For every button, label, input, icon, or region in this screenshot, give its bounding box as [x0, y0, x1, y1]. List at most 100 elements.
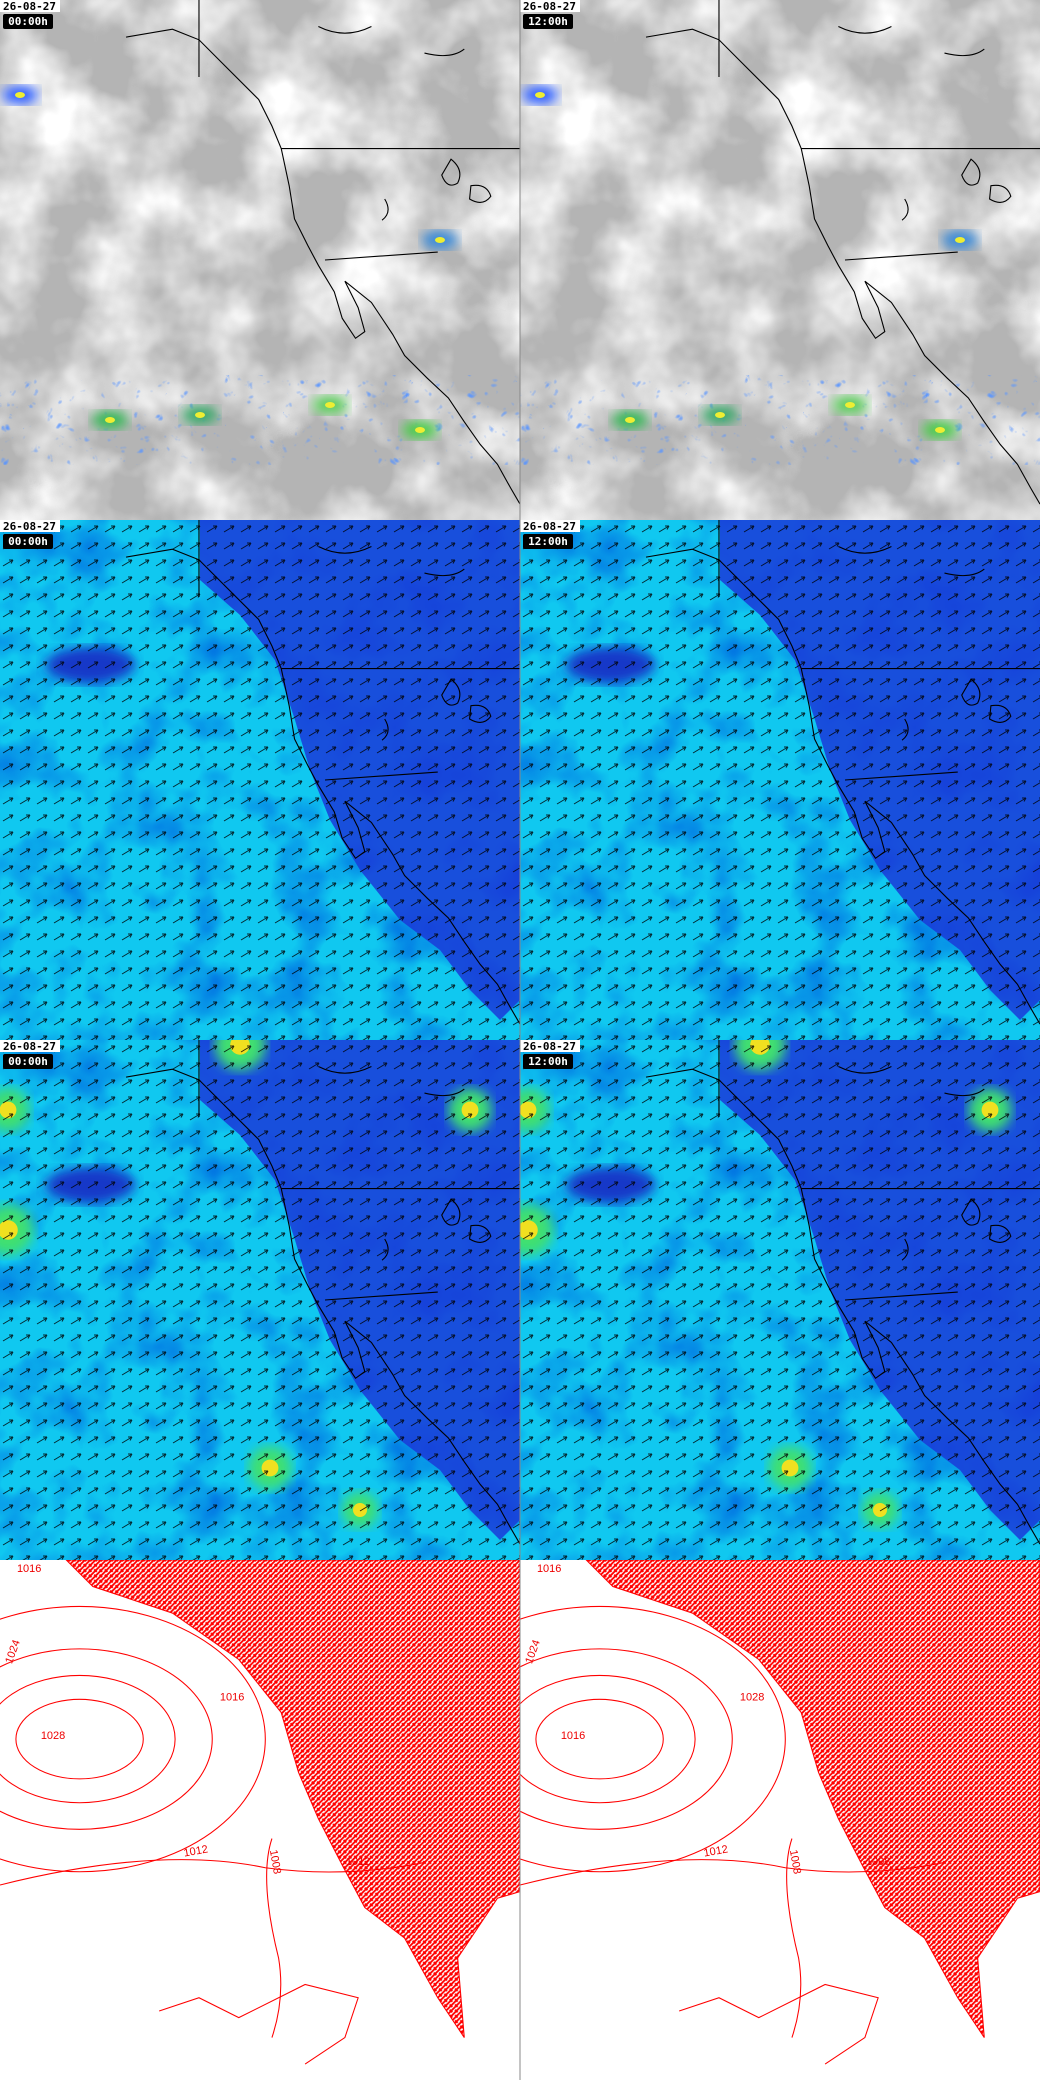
map-panel: 26-08-27 12:00h — [520, 520, 1040, 1040]
date-box — [520, 520, 580, 532]
date-box — [520, 0, 580, 12]
isobar-label: 1028 — [41, 1730, 65, 1742]
precip-core — [105, 417, 115, 423]
isobar-label: 1016 — [17, 1563, 41, 1575]
coastline — [645, 1068, 1040, 1545]
wind-arrows — [0, 1040, 520, 1560]
precip-band — [0, 86, 520, 465]
border — [198, 0, 520, 261]
lakes — [318, 1066, 492, 1261]
precip — [520, 375, 1040, 465]
time-box — [523, 1054, 573, 1069]
wind-arrows — [0, 520, 520, 1040]
land-contours — [585, 1560, 1040, 2038]
lakes — [838, 26, 1012, 221]
time-label: 00:00h — [8, 15, 48, 28]
isobar-lines — [0, 1560, 520, 2065]
map-panel: 26-08-27 00:00h — [0, 520, 520, 1040]
isobar — [520, 1674, 696, 1804]
coastlines — [125, 1040, 520, 1545]
lakes — [838, 546, 1012, 741]
coastline — [125, 1068, 520, 1545]
precip-core — [415, 427, 425, 433]
precip-core — [935, 427, 945, 433]
isobar — [0, 1648, 213, 1830]
precip-core — [625, 417, 635, 423]
lakes — [318, 546, 492, 741]
isobar-label: 1028 — [740, 1692, 764, 1704]
precip-core — [435, 237, 445, 243]
wind-arrows — [520, 1040, 1040, 1560]
isobar — [0, 1605, 266, 1873]
date-label: 26-08-27 — [3, 1040, 56, 1053]
isobar — [786, 1838, 802, 2038]
date-box — [520, 1040, 580, 1052]
isobar — [159, 1983, 359, 2065]
isobar — [520, 1859, 945, 1886]
date-label: 26-08-27 — [3, 0, 56, 13]
isobar — [520, 1605, 786, 1873]
land-contours — [65, 1560, 520, 2038]
border — [718, 0, 1040, 261]
date-label: 26-08-27 — [3, 520, 56, 533]
isobar-label: 1016 — [561, 1730, 585, 1742]
date-box — [0, 0, 60, 12]
lakes — [318, 26, 492, 221]
coastlines — [645, 520, 1040, 1025]
isobar-label: 1008 — [267, 1849, 283, 1875]
precip-core — [715, 412, 725, 418]
lakes — [838, 1066, 1012, 1261]
isobar-lines — [520, 1560, 1040, 2065]
border — [718, 520, 1040, 781]
coastline — [125, 28, 520, 505]
isobar — [520, 1648, 733, 1830]
time-box — [523, 534, 573, 549]
time-label: 00:00h — [8, 535, 48, 548]
date-box — [0, 1040, 60, 1052]
time-box — [523, 14, 573, 29]
isobar-label: 1016 — [220, 1692, 244, 1704]
isobar — [15, 1698, 144, 1780]
precip-core — [195, 412, 205, 418]
precip-core — [15, 92, 25, 98]
coastline — [645, 28, 1040, 505]
coastlines — [645, 0, 1040, 505]
map-panel: 26-08-27 12:00h — [520, 0, 1040, 520]
isobar-label: 1016 — [537, 1563, 561, 1575]
coastline — [645, 548, 1040, 1025]
date-label: 26-08-27 — [523, 0, 576, 13]
date-label: 26-08-27 — [523, 1040, 576, 1053]
isobar-label: 1008 — [866, 1856, 890, 1868]
date-box — [0, 520, 60, 532]
map-panel: 26-08-27 12:00h — [520, 1040, 1040, 1560]
border — [198, 520, 520, 781]
precip-band — [520, 86, 1040, 465]
map-panel: 26-08-27 00:00h — [0, 0, 520, 520]
time-label: 12:00h — [528, 1055, 568, 1068]
time-label: 12:00h — [528, 535, 568, 548]
time-box — [3, 1054, 53, 1069]
time-label: 00:00h — [8, 1055, 48, 1068]
precip — [0, 375, 520, 465]
coastlines — [125, 0, 520, 505]
isobar — [535, 1698, 664, 1780]
coastlines — [125, 520, 520, 1025]
map-panel: 26-08-27 00:00h — [0, 1040, 520, 1560]
precip-core — [535, 92, 545, 98]
precip-core — [845, 402, 855, 408]
coastline — [125, 548, 520, 1025]
isobar — [266, 1838, 282, 2038]
wind-arrows — [520, 520, 1040, 1040]
isobar-label: 1012 — [703, 1844, 729, 1860]
isobar — [0, 1674, 176, 1804]
isobar — [679, 1983, 879, 2065]
time-box — [3, 534, 53, 549]
border — [718, 1040, 1040, 1301]
isobar-label: 1008 — [787, 1849, 803, 1875]
date-label: 26-08-27 — [523, 520, 576, 533]
isobar — [0, 1859, 425, 1886]
